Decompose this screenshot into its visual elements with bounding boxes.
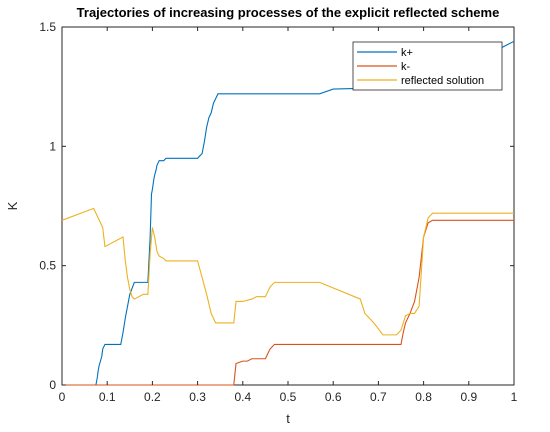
x-tick-label: 0 [59,390,66,404]
x-tick-label: 0.6 [325,390,342,404]
y-tick-label: 0.5 [39,259,56,273]
series-line-0 [62,40,515,386]
legend-label-1: k- [401,61,411,73]
x-axis-label: t [286,411,290,426]
series-line-2 [61,207,514,336]
x-tick-label: 0.3 [189,390,206,404]
x-tick-label: 1 [511,390,518,404]
x-tick-label: 0.5 [280,390,297,404]
x-tick-label: 0.1 [99,390,116,404]
x-tick-label: 0.8 [415,390,432,404]
legend-label-0: k+ [401,47,413,59]
chart-title: Trajectories of increasing processes of … [77,5,500,20]
y-tick-label: 1 [49,139,56,153]
legend: k+ k-reflected solution [352,41,503,91]
y-tick-label: 0 [49,378,56,392]
x-tick-label: 0.4 [234,390,251,404]
x-tick-label: 0.7 [370,390,387,404]
x-tick-label: 0.2 [144,390,161,404]
y-axis-label: K [5,201,20,210]
y-tick-label: 1.5 [39,20,56,34]
x-tick-label: 0.9 [460,390,477,404]
legend-label-2: reflected solution [401,75,484,87]
